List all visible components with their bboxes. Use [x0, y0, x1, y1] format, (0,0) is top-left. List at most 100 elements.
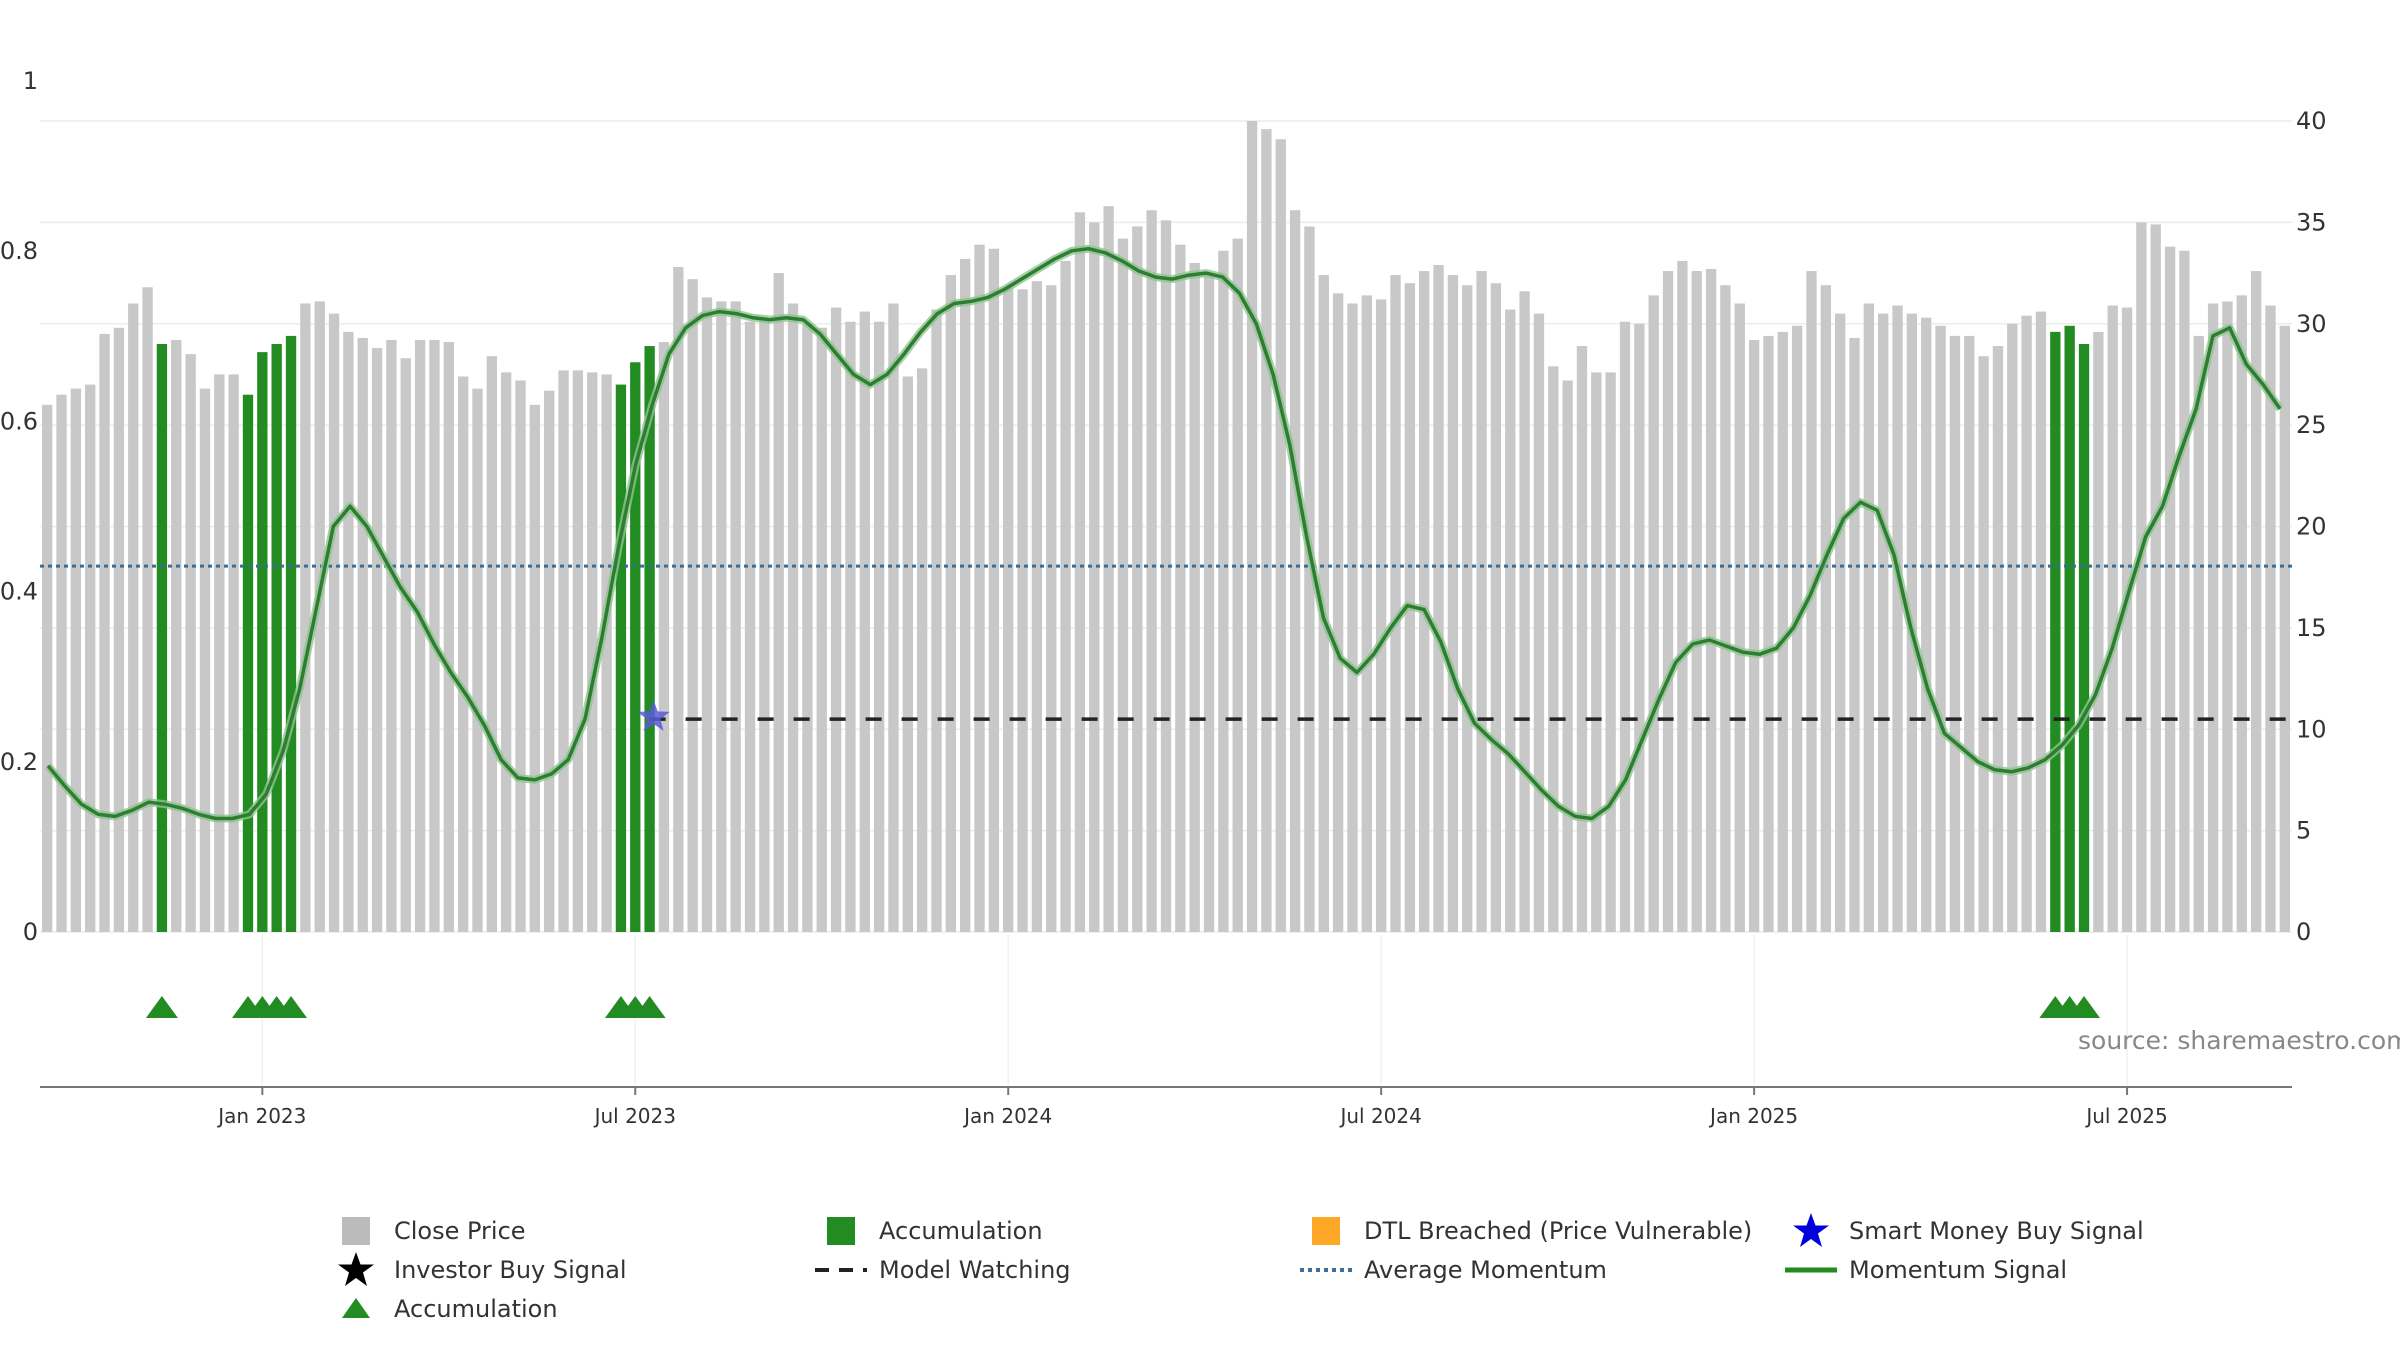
close-price-bar [1505, 309, 1516, 932]
close-price-bar [773, 273, 784, 932]
close-price-bar [1289, 210, 1301, 932]
close-price-bar [902, 376, 913, 933]
close-price-bar [1175, 244, 1186, 933]
close-price-bar [443, 341, 454, 932]
accumulation-bar [615, 384, 627, 932]
legend-label: Smart Money Buy Signal [1849, 1217, 2144, 1245]
close-price-bar [1003, 287, 1014, 932]
close-price-bar [716, 301, 727, 932]
close-price-bar [2164, 246, 2176, 932]
accumulation-bar [242, 394, 254, 932]
right-tick-label: 5 [2296, 817, 2311, 845]
close-price-bar [1218, 250, 1229, 932]
close-price-bar [171, 339, 182, 933]
close-price-bar [1605, 372, 1616, 932]
close-price-bar [1347, 303, 1358, 933]
close-price-bar [1361, 295, 1372, 932]
accumulation-bar [644, 346, 655, 932]
blue-star-icon [1793, 1213, 1829, 1247]
close-price-bar [1261, 129, 1272, 933]
close-price-bar [1490, 283, 1502, 932]
close-price-bar [1146, 210, 1157, 932]
close-price-bar [1878, 313, 1889, 932]
close-price-bar [457, 376, 469, 933]
close-price-bar [1648, 295, 1659, 932]
close-price-bar [1419, 271, 1430, 932]
legend-item-momentum-signal: Momentum Signal [1785, 1253, 2067, 1287]
close-price-bar [1820, 285, 1831, 932]
right-tick-label: 0 [2296, 918, 2311, 946]
legend-item-close-price: Close Price [330, 1214, 526, 1248]
close-price-bar [42, 404, 53, 933]
left-tick-label: 1 [23, 67, 38, 95]
close-price-bar [472, 388, 483, 932]
legend-label: Accumulation [394, 1295, 558, 1323]
x-tick-label: Jan 2023 [216, 1104, 306, 1128]
close-price-bar [1332, 293, 1344, 932]
close-price-bar [1562, 380, 1573, 932]
close-price-bar [113, 327, 125, 932]
accumulation-marker [633, 996, 666, 1018]
close-price-bar [2179, 250, 2190, 932]
close-price-bar [1705, 269, 1717, 932]
close-price-bar [2279, 325, 2290, 933]
close-price-bar [2150, 224, 2161, 933]
legend-label: Momentum Signal [1849, 1256, 2068, 1284]
close-price-bar [357, 337, 368, 932]
close-price-bar [1433, 264, 1444, 932]
legend-item-smart-money: Smart Money Buy Signal [1785, 1213, 2144, 1248]
close-price-bar [1275, 139, 1286, 932]
close-price-bar [1634, 323, 1645, 932]
accumulation-markers [145, 996, 2101, 1018]
close-price-bar [1978, 356, 1989, 932]
close-price-bar [687, 279, 698, 932]
close-price-bar [1763, 335, 1774, 932]
close-price-bar [2007, 323, 2018, 932]
accumulation-bar [285, 335, 297, 932]
close-price-bar [744, 321, 756, 932]
close-price-bar [486, 356, 497, 932]
close-price-bar [400, 358, 411, 932]
accumulation-bar [2064, 325, 2075, 933]
right-tick-label: 40 [2296, 107, 2327, 135]
close-price-bar [1691, 271, 1702, 932]
legend-label: Average Momentum [1364, 1256, 1607, 1284]
close-price-bar [2107, 305, 2118, 932]
close-price-bar [1246, 121, 1258, 932]
close-price-bar [1132, 226, 1143, 932]
smart-money-buy-signal-marker [637, 700, 670, 731]
close-price-bar [1548, 366, 1559, 932]
left-tick-label: 0.4 [0, 578, 38, 606]
close-price-bar [1089, 222, 1100, 932]
left-tick-label: 0 [23, 918, 38, 946]
legend-item-accumulation-marker: Accumulation [330, 1292, 558, 1326]
close-price-bar [845, 321, 856, 932]
close-price-bar [1533, 313, 1545, 932]
close-price-bar [916, 368, 928, 933]
close-price-bar [873, 321, 885, 932]
x-tick-label: Jul 2023 [593, 1104, 676, 1128]
close-price-bar [128, 303, 139, 933]
close-price-bar [185, 354, 196, 933]
source-label: source: sharemaestro.com [2078, 1026, 2400, 1055]
close-price-bar [830, 307, 842, 932]
close-price-bar [988, 248, 1000, 933]
right-tick-label: 15 [2296, 614, 2327, 642]
legend-label: Close Price [394, 1217, 526, 1245]
accumulation-bar [257, 352, 268, 932]
close-price-bar [314, 301, 325, 932]
x-axis-ticks: Jan 2023 Jul 2023 Jan 2024 Jul 2024 Jan 2025… [216, 1087, 2168, 1128]
close-price-bar [56, 394, 67, 932]
close-price-bar [2121, 307, 2133, 932]
close-price-bar [1949, 335, 1961, 932]
close-price-bar [1591, 372, 1602, 932]
legend-item-model-watching: Model Watching [815, 1253, 1071, 1287]
close-price-bar [1060, 260, 1071, 933]
accumulation-bar [156, 344, 168, 932]
close-price-bar [429, 339, 440, 933]
close-price-bar [2136, 222, 2147, 932]
close-price-bar [974, 244, 985, 933]
close-price-bar [2222, 301, 2233, 932]
close-price-bar [501, 372, 512, 932]
close-price-bar [1203, 275, 1215, 933]
